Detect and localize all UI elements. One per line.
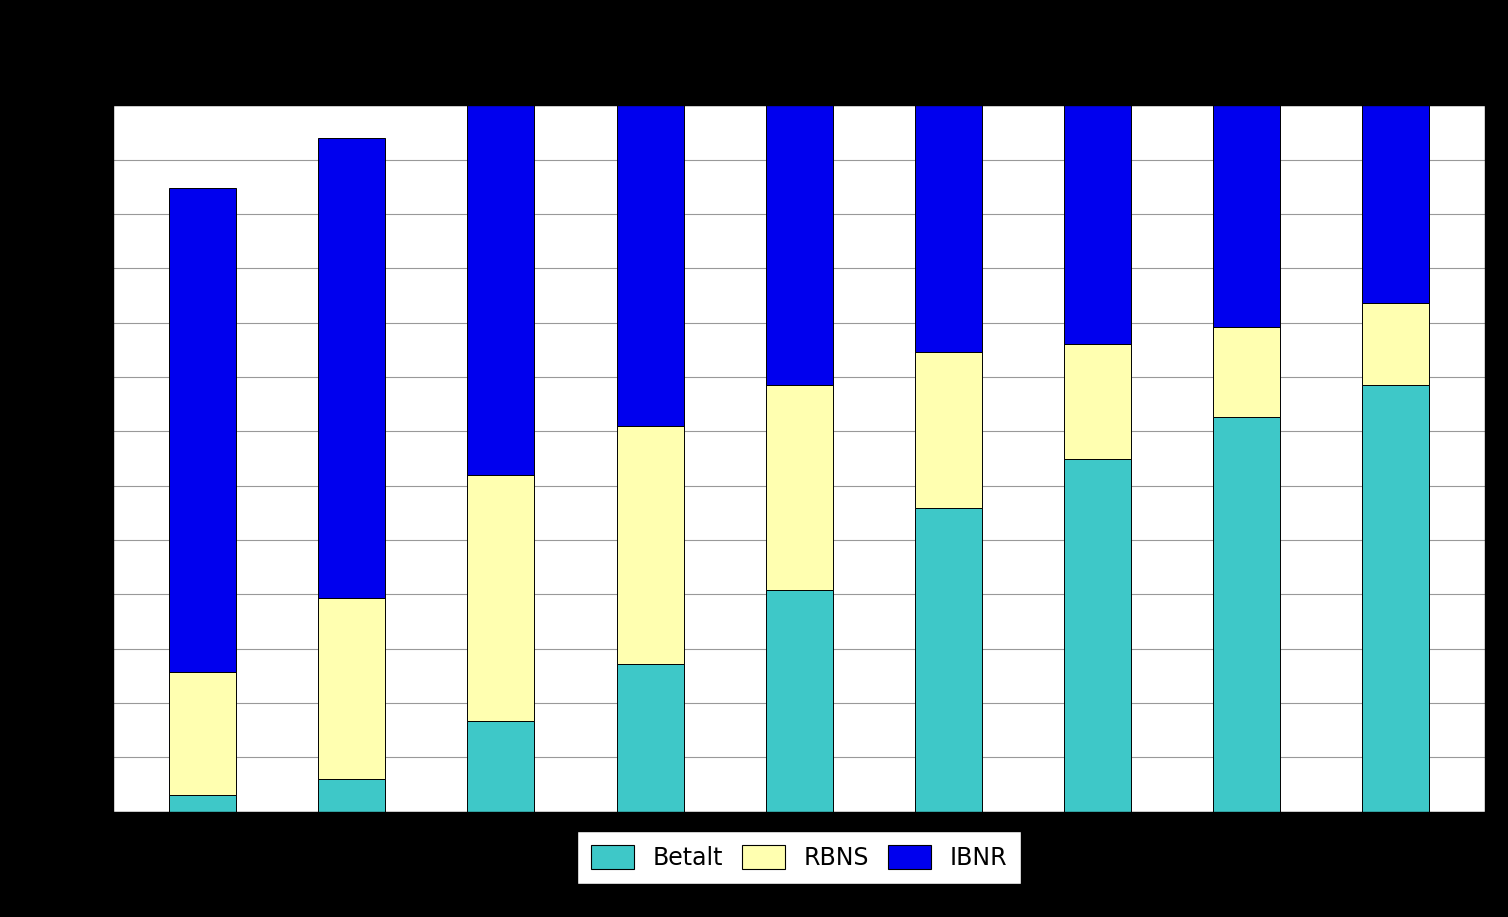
Bar — [1212, 0, 1280, 327]
Bar — [617, 0, 683, 425]
Legend: Betalt, RBNS, IBNR: Betalt, RBNS, IBNR — [578, 831, 1021, 885]
Bar — [169, 188, 237, 672]
Bar — [467, 475, 534, 722]
Bar — [1362, 0, 1430, 303]
Bar — [467, 722, 534, 812]
Bar — [1212, 327, 1280, 417]
Bar — [617, 664, 683, 812]
Bar — [467, 23, 534, 475]
Bar — [766, 0, 832, 384]
Bar — [915, 352, 982, 508]
Bar — [915, 0, 982, 352]
Bar — [318, 138, 386, 598]
Bar — [766, 590, 832, 812]
Bar — [1065, 0, 1131, 344]
Bar — [617, 425, 683, 664]
Bar — [915, 508, 982, 812]
Bar — [1362, 384, 1430, 812]
Bar — [318, 779, 386, 812]
Bar — [766, 384, 832, 590]
Bar — [169, 672, 237, 795]
Bar — [1362, 303, 1430, 384]
Bar — [1065, 344, 1131, 458]
Bar — [1065, 458, 1131, 812]
Bar — [318, 598, 386, 779]
Bar — [169, 795, 237, 812]
Bar — [1212, 417, 1280, 812]
